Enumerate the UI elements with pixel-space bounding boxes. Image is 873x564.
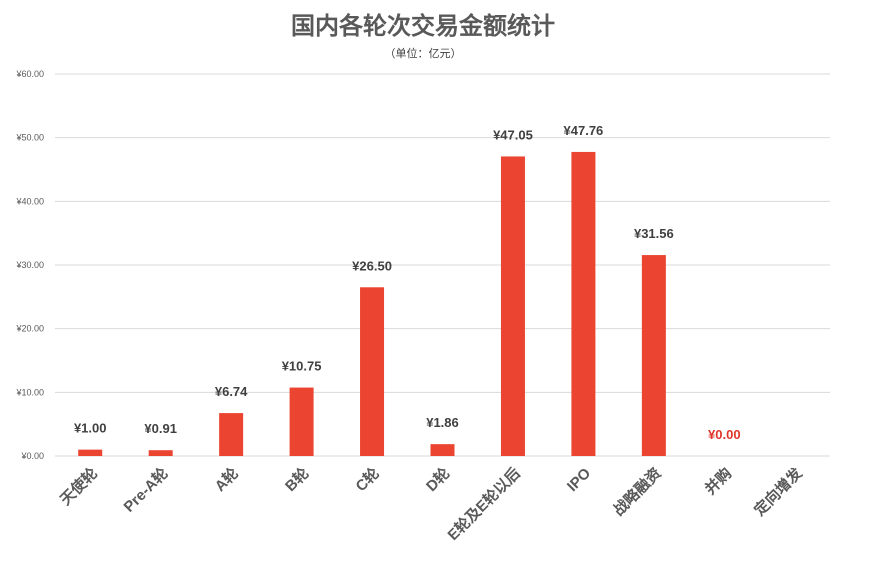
y-axis-ticks: ¥0.00 ¥10.00 ¥20.00 ¥30.00 ¥40.00 ¥50.00 ¥60.0…	[15, 69, 44, 461]
bar	[219, 413, 244, 456]
data-label: ¥26.50	[352, 258, 392, 273]
chart-title: 国内各轮次交易金额统计	[291, 13, 555, 40]
bar	[148, 450, 173, 456]
bar	[78, 449, 103, 456]
y-tick-label: ¥30.00	[15, 260, 44, 270]
bar	[360, 287, 385, 456]
x-tick-label: B轮	[281, 464, 312, 495]
x-tick-label: 定向增发	[750, 463, 806, 519]
chart-subtitle: （单位：亿元）	[384, 48, 462, 60]
data-label: ¥31.56	[634, 226, 674, 241]
bar	[289, 387, 314, 456]
x-tick-label: 战略融资	[610, 464, 665, 519]
bar	[430, 444, 455, 456]
x-tick-label: 并购	[701, 464, 735, 498]
bar	[641, 255, 666, 456]
y-tick-label: ¥0.00	[20, 451, 44, 461]
data-label: ¥0.00	[708, 427, 741, 442]
data-label: ¥47.76	[564, 123, 604, 138]
data-label: ¥0.91	[144, 421, 177, 436]
data-label: ¥1.00	[74, 421, 107, 436]
y-tick-label: ¥60.00	[15, 69, 44, 79]
x-tick-label: E轮及E轮以后	[444, 464, 524, 544]
x-tick-label: A轮	[211, 464, 242, 495]
data-labels: ¥1.00 ¥0.91 ¥6.74 ¥10.75 ¥26.50 ¥1.86 ¥47.05 ¥4…	[74, 123, 741, 442]
grid-layer	[55, 73, 830, 457]
x-tick-label: D轮	[422, 464, 453, 495]
bar	[571, 151, 596, 457]
y-tick-label: ¥40.00	[15, 196, 44, 206]
data-label: ¥1.86	[426, 415, 459, 430]
bar	[500, 156, 525, 456]
x-tick-label: Pre-A轮	[120, 464, 172, 516]
bars	[78, 151, 666, 457]
data-label: ¥6.74	[215, 384, 248, 399]
data-label: ¥47.05	[493, 127, 533, 142]
y-tick-label: ¥10.00	[15, 387, 44, 397]
data-label: ¥10.75	[282, 359, 322, 374]
x-tick-label: 天使轮	[56, 464, 101, 509]
x-tick-label: C轮	[352, 464, 383, 495]
x-tick-label: IPO	[564, 465, 595, 496]
y-tick-label: ¥20.00	[15, 324, 44, 334]
y-tick-label: ¥50.00	[15, 133, 44, 143]
